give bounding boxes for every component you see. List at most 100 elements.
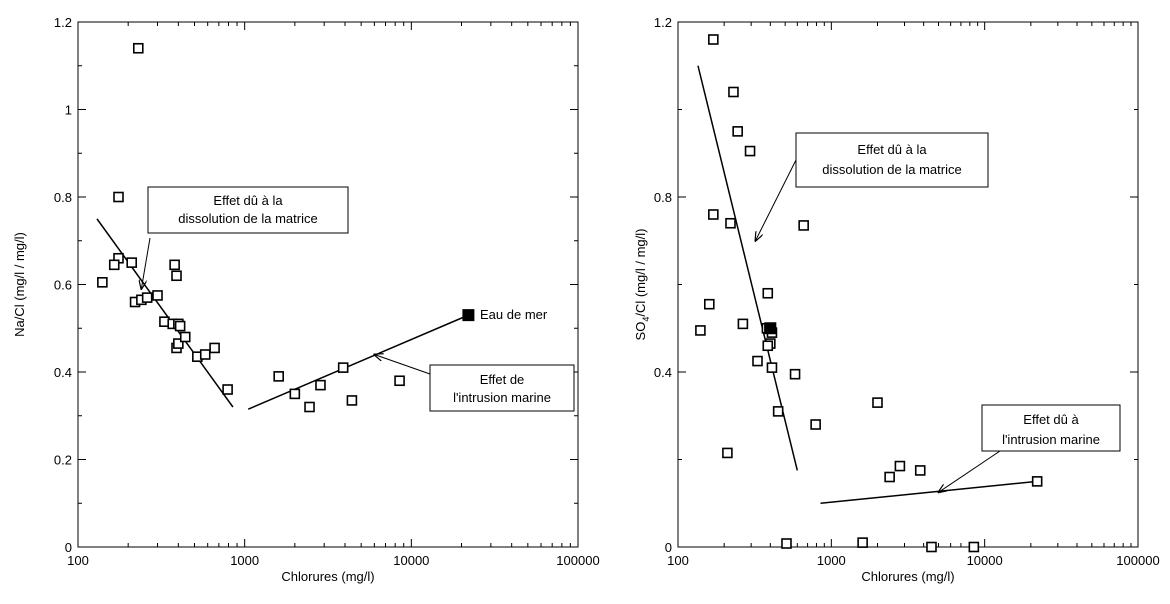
data-point xyxy=(209,342,220,354)
data-point xyxy=(926,541,937,553)
data-point xyxy=(126,257,138,268)
chart-1: 100 1000 10000 100000 0 0.2 0.4 0.6 0.8 1 1.2 Chlor… xyxy=(12,15,600,584)
plot-frame xyxy=(677,21,1139,548)
trend-line xyxy=(247,314,469,410)
data-point xyxy=(394,375,405,387)
y-tick-label: 0.4 xyxy=(54,365,72,380)
data-point xyxy=(304,401,315,413)
data-point xyxy=(789,368,801,380)
y-axis-label-rest: /Cl (mg/l / mg/l) xyxy=(633,229,648,317)
data-point xyxy=(174,320,186,332)
data-point xyxy=(179,331,191,343)
annotation-text: dissolution de la matrice xyxy=(822,162,961,177)
data-point xyxy=(728,86,739,98)
annotation-text: Effet de xyxy=(480,372,525,387)
data-point xyxy=(884,471,895,483)
data-point xyxy=(752,355,763,367)
data-point xyxy=(781,538,792,549)
data-point xyxy=(199,349,211,360)
annotation-arrow xyxy=(141,237,151,289)
data-point xyxy=(171,270,182,282)
x-tick-label: 100000 xyxy=(556,553,599,568)
annotation-arrow xyxy=(374,355,431,375)
data-point xyxy=(798,220,809,231)
x-tick-label: 100 xyxy=(67,553,89,568)
x-axis-label: Chlorures (mg/l) xyxy=(861,569,954,584)
x-tick-label: 1000 xyxy=(817,553,846,568)
data-point xyxy=(315,379,326,391)
y-tick-label: 0.4 xyxy=(654,365,672,380)
trend-line xyxy=(697,65,799,471)
y-tick-label: 1 xyxy=(65,103,72,118)
data-point xyxy=(732,126,743,137)
data-point xyxy=(132,42,144,54)
annotation-box xyxy=(147,186,349,234)
data-point xyxy=(152,290,163,301)
y-tick-label: 0.8 xyxy=(54,190,72,205)
y-axis-label-subscript: 4 xyxy=(641,317,651,322)
data-point xyxy=(762,340,774,352)
trend-line xyxy=(820,480,1038,504)
data-point xyxy=(744,145,756,157)
x-axis-label: Chlorures (mg/l) xyxy=(281,569,374,584)
y-axis-label-main: SO xyxy=(633,322,648,341)
data-point xyxy=(708,209,719,220)
data-point xyxy=(97,277,108,288)
data-point xyxy=(872,397,883,408)
data-point xyxy=(173,338,184,349)
annotation-box xyxy=(981,404,1121,452)
annotation-text: Effet dû à la xyxy=(857,142,927,157)
data-point xyxy=(108,259,120,271)
data-point xyxy=(810,419,821,430)
data-point xyxy=(762,287,774,299)
trend-line xyxy=(96,218,234,408)
y-tick-label: 0 xyxy=(665,540,672,555)
data-point xyxy=(737,318,749,330)
annotation-text: Eau de mer xyxy=(480,307,548,322)
annotation-text: l'intrusion marine xyxy=(1002,432,1100,447)
data-point xyxy=(337,362,349,373)
data-point xyxy=(703,298,715,310)
data-point xyxy=(169,259,180,271)
annotation-box xyxy=(795,132,989,188)
data-point xyxy=(725,217,736,229)
data-point xyxy=(722,447,733,459)
y-tick-label: 0.2 xyxy=(54,453,72,468)
y-tick-label: 0.8 xyxy=(654,190,672,205)
x-tick-label: 1000 xyxy=(230,553,259,568)
annotation-box xyxy=(429,364,575,412)
y-tick-label: 0 xyxy=(65,540,72,555)
annotation-text: Effet dû à la xyxy=(213,193,283,208)
data-point xyxy=(914,465,926,476)
data-point xyxy=(766,362,778,373)
data-point xyxy=(695,325,706,336)
data-point xyxy=(273,371,284,382)
data-point xyxy=(772,406,784,417)
y-axis-label: SO4/Cl (mg/l / mg/l) xyxy=(633,229,651,341)
data-point xyxy=(1031,476,1043,487)
x-tick-label: 10000 xyxy=(393,553,429,568)
annotation-text: dissolution de la matrice xyxy=(178,211,317,226)
y-tick-label: 0.6 xyxy=(54,278,72,293)
annotation-text: Effet dû à xyxy=(1023,412,1079,427)
plot-frame xyxy=(77,21,579,548)
data-point xyxy=(113,191,124,203)
annotation-arrow xyxy=(755,159,797,241)
data-point xyxy=(141,292,153,303)
data-point xyxy=(894,460,906,472)
data-point xyxy=(346,395,358,406)
data-point-filled xyxy=(764,322,777,335)
data-point xyxy=(289,388,301,400)
y-tick-label: 1.2 xyxy=(54,15,72,30)
annotation-arrow xyxy=(939,450,1001,492)
x-tick-label: 100 xyxy=(667,553,689,568)
data-point-filled xyxy=(462,309,475,322)
x-tick-label: 100000 xyxy=(1116,553,1159,568)
y-axis-label: Na/Cl (mg/l / mg/l) xyxy=(12,232,27,337)
data-point xyxy=(857,537,868,548)
y-tick-label: 1.2 xyxy=(654,15,672,30)
chart-2: 100 1000 10000 100000 0 0.4 0.8 1.2 Chlorures (m… xyxy=(633,15,1160,584)
data-point xyxy=(222,384,233,395)
annotation-text: l'intrusion marine xyxy=(453,390,551,405)
